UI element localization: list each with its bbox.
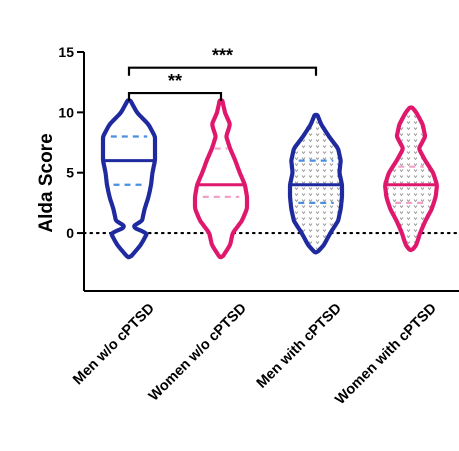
violin-outline: [100, 98, 158, 260]
x-category-label: Women with cPTSD: [332, 301, 439, 408]
significance-label: ***: [212, 46, 233, 66]
significance-label: **: [168, 71, 182, 91]
y-tick-label: 0: [66, 225, 74, 241]
significance-bracket: [127, 91, 223, 102]
violin-1: [100, 98, 158, 260]
violin-3: [287, 112, 345, 255]
violins-layer: [100, 98, 439, 260]
violin-outline: [192, 98, 250, 260]
violin-2: [192, 98, 250, 260]
significance-layer: *****: [127, 46, 318, 102]
violin-4: [383, 105, 439, 253]
y-axis-title: Alda Score: [36, 133, 57, 232]
y-tick-label: 15: [58, 44, 74, 60]
x-category-label: Women w/o cPTSD: [146, 301, 250, 405]
significance-bracket: [127, 66, 318, 76]
y-tick-label: 10: [58, 104, 74, 120]
x-category-label: Men with cPTSD: [254, 301, 345, 392]
x-category-label: Men w/o cPTSD: [70, 301, 158, 389]
y-tick-label: 5: [66, 165, 74, 181]
violin-outline: [383, 105, 439, 253]
